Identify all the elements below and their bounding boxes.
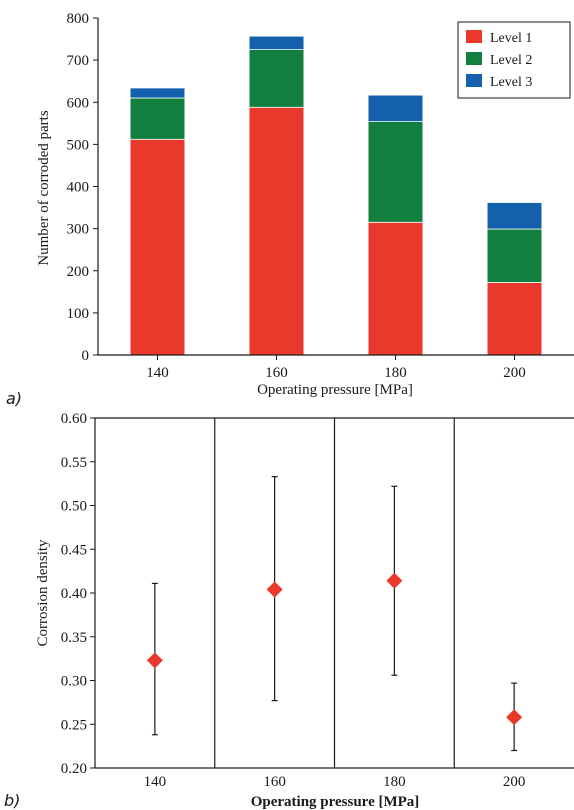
y-tick-label: 400 bbox=[67, 180, 90, 196]
bar-segment-180-level-1 bbox=[368, 222, 423, 355]
panel-b-y-axis-title: Corrosion density bbox=[35, 539, 51, 647]
legend-swatch-level-3 bbox=[466, 74, 482, 87]
y-tick-label: 800 bbox=[67, 11, 90, 27]
x-tick-label: 180 bbox=[384, 365, 407, 381]
y-tick-label: 700 bbox=[67, 53, 90, 69]
y-tick-label: 0.35 bbox=[61, 630, 87, 646]
point-diamond-160 bbox=[266, 581, 283, 598]
point-diamond-140 bbox=[146, 652, 163, 669]
panel-b-points bbox=[146, 476, 523, 752]
bar-segment-200-level-2 bbox=[487, 229, 542, 283]
y-tick-label: 200 bbox=[67, 264, 90, 280]
bar-segment-140-level-1 bbox=[130, 139, 185, 355]
bar-segment-200-level-1 bbox=[487, 282, 542, 355]
x-tick-label: 200 bbox=[503, 365, 526, 381]
y-tick-label: 500 bbox=[67, 137, 90, 153]
bar-segment-140-level-3 bbox=[130, 88, 185, 99]
panel-a-x-axis-title: Operating pressure [MPa] bbox=[257, 382, 413, 398]
panel-a-y-ticks: 0 100 200 300 400 500 600 700 800 bbox=[67, 11, 98, 364]
legend-swatch-level-1 bbox=[466, 30, 482, 43]
x-tick-label: 140 bbox=[144, 774, 167, 790]
x-tick-label: 140 bbox=[146, 365, 169, 381]
y-tick-label: 0.60 bbox=[61, 411, 87, 427]
panel-a-label: a) bbox=[6, 389, 22, 408]
y-tick-label: 0.50 bbox=[61, 499, 87, 515]
legend-label-level-2: Level 2 bbox=[490, 53, 532, 68]
point-diamond-180 bbox=[386, 572, 403, 589]
y-tick-label: 0.30 bbox=[61, 674, 87, 690]
x-tick-label: 160 bbox=[263, 774, 286, 790]
y-tick-label: 0 bbox=[82, 348, 90, 364]
panel-b-category-separators bbox=[214, 418, 455, 768]
bar-segment-180-level-2 bbox=[368, 121, 423, 223]
y-tick-label: 300 bbox=[67, 222, 90, 238]
bar-segment-140-level-2 bbox=[130, 98, 185, 140]
y-tick-label: 0.40 bbox=[61, 586, 87, 602]
panel-a-bars bbox=[130, 36, 542, 356]
y-tick-label: 100 bbox=[67, 306, 90, 322]
panel-b-x-axis-title: Operating pressure [MPa] bbox=[251, 794, 420, 810]
x-tick-label: 160 bbox=[265, 365, 288, 381]
panel-a-x-ticks: 140 160 180 200 bbox=[146, 355, 526, 381]
legend-label-level-3: Level 3 bbox=[490, 75, 532, 90]
x-tick-label: 200 bbox=[503, 774, 526, 790]
panel-a-y-axis-title: Number of corroded parts bbox=[36, 110, 52, 266]
legend-swatch-level-2 bbox=[466, 52, 482, 65]
y-tick-label: 0.55 bbox=[61, 455, 87, 471]
panel-b-label: b) bbox=[4, 791, 20, 810]
panel-a-stacked-bar-chart: 0 100 200 300 400 500 600 700 800 140 160 180 200 N… bbox=[6, 11, 574, 408]
bar-segment-160-level-1 bbox=[249, 107, 304, 356]
x-tick-label: 180 bbox=[383, 774, 406, 790]
panel-b-y-ticks: 0.20 0.25 0.30 0.35 0.40 0.45 0.50 0.55 0.60 bbox=[61, 411, 95, 777]
y-tick-label: 0.20 bbox=[61, 761, 87, 777]
panel-b-error-bar-chart: 0.20 0.25 0.30 0.35 0.40 0.45 0.50 0.55 0.60 140… bbox=[4, 411, 574, 810]
bar-segment-160-level-2 bbox=[249, 49, 304, 108]
y-tick-label: 600 bbox=[67, 95, 90, 111]
bar-segment-180-level-3 bbox=[368, 95, 423, 122]
y-tick-label: 0.45 bbox=[61, 542, 87, 558]
legend-label-level-1: Level 1 bbox=[490, 31, 532, 46]
y-tick-label: 0.25 bbox=[61, 717, 87, 733]
bar-segment-160-level-3 bbox=[249, 36, 304, 50]
bar-segment-200-level-3 bbox=[487, 202, 542, 230]
point-diamond-200 bbox=[506, 709, 523, 726]
panel-a-legend: Level 1 Level 2 Level 3 bbox=[457, 21, 571, 99]
panel-b-x-ticks: 140 160 180 200 bbox=[144, 774, 526, 790]
